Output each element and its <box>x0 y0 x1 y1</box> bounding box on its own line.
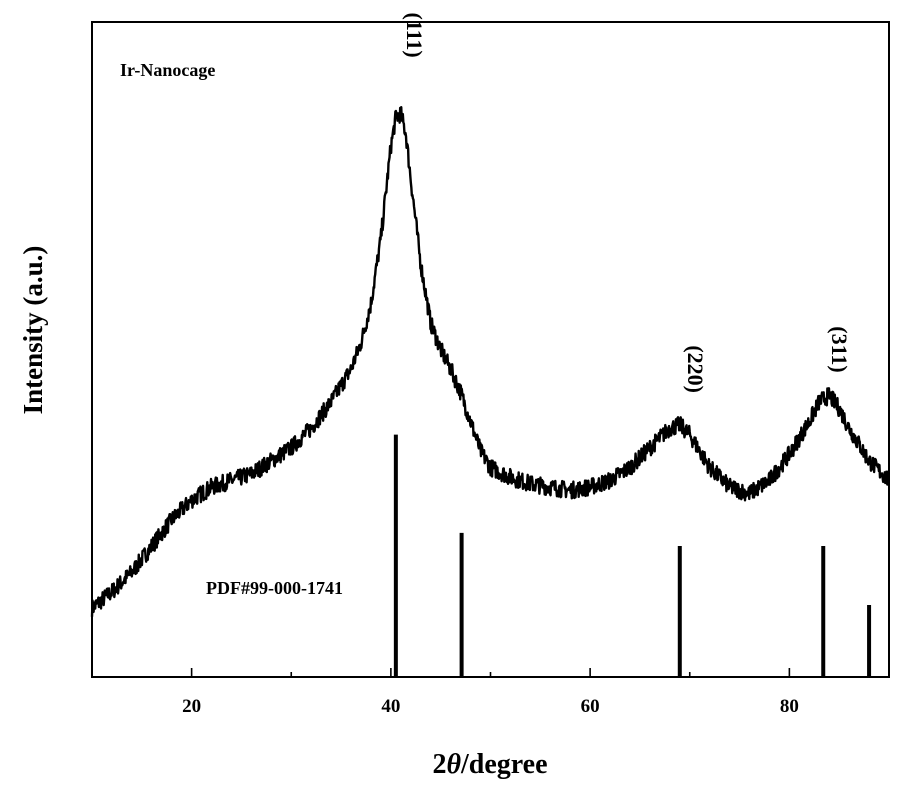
xrd-trace <box>92 107 889 617</box>
x-tick-label: 60 <box>581 696 600 717</box>
x-axis-title: 2θ/degree <box>432 749 547 780</box>
peak-label: (111) <box>402 12 427 57</box>
peak-label: (311) <box>827 326 852 372</box>
x-tick-label: 20 <box>182 696 201 717</box>
peak-annotations: (111) (220) (311) <box>402 12 852 392</box>
x-axis-title-suffix: /degree <box>460 749 548 780</box>
peak-label: (220) <box>683 345 708 393</box>
y-axis-title: Intensity (a.u.) <box>18 246 48 415</box>
reference-label: PDF#99-000-1741 <box>206 578 343 598</box>
x-tick-label: 40 <box>381 696 400 717</box>
x-axis-title-symbol: θ <box>446 749 461 780</box>
x-axis: 20 40 60 80 <box>92 668 889 717</box>
sample-label: Ir-Nanocage <box>120 60 215 80</box>
x-axis-title-prefix: 2 <box>432 749 446 780</box>
x-tick-label: 80 <box>780 696 799 717</box>
